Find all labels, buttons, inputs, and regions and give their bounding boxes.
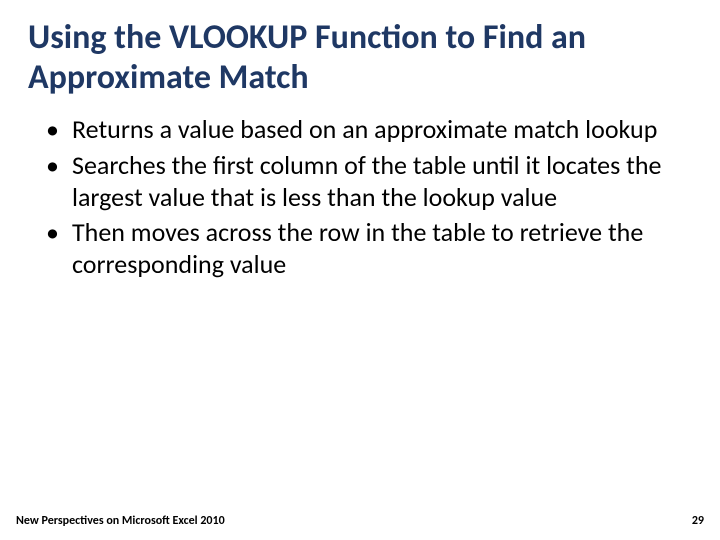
slide-title: Using the VLOOKUP Function to Find an Ap… [28,18,692,98]
list-item: Returns a value based on an approximate … [46,114,692,146]
list-item: Searches the first column of the table u… [46,150,692,213]
list-item: Then moves across the row in the table t… [46,217,692,280]
bullet-list: Returns a value based on an approximate … [28,114,692,281]
page-number: 29 [692,514,704,528]
footer-text-left: New Perspectives on Microsoft Excel 2010 [16,514,225,528]
slide-container: Using the VLOOKUP Function to Find an Ap… [0,0,720,540]
